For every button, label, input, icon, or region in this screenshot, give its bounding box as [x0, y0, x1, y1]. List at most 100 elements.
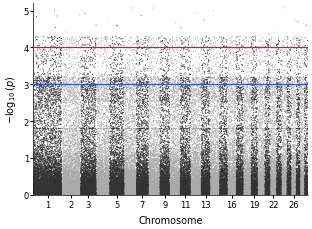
Point: [183, 153, 188, 157]
Point: [121, 181, 126, 184]
Point: [201, 183, 206, 186]
Point: [95, 186, 100, 190]
Point: [145, 187, 150, 191]
Point: [279, 178, 284, 182]
Point: [46, 187, 51, 191]
Point: [161, 185, 166, 189]
Point: [51, 192, 56, 196]
Point: [47, 112, 52, 115]
Point: [244, 167, 249, 171]
Point: [187, 185, 192, 189]
Point: [86, 180, 91, 184]
Point: [245, 175, 250, 179]
Point: [264, 183, 269, 187]
Point: [62, 193, 67, 196]
Point: [136, 179, 141, 183]
Point: [33, 191, 38, 195]
Point: [280, 183, 285, 186]
Point: [119, 146, 124, 150]
Point: [223, 124, 228, 128]
Point: [231, 190, 236, 194]
Point: [178, 193, 183, 196]
Point: [174, 145, 179, 149]
Point: [176, 191, 181, 194]
Point: [127, 153, 132, 157]
Point: [272, 189, 277, 193]
Point: [248, 101, 253, 105]
Point: [66, 99, 71, 103]
Point: [271, 176, 276, 179]
Point: [38, 180, 43, 184]
Point: [148, 142, 153, 145]
Point: [287, 189, 292, 193]
Point: [288, 181, 293, 185]
Point: [218, 147, 223, 151]
Point: [181, 192, 186, 196]
Point: [267, 181, 272, 184]
Point: [148, 190, 153, 194]
Point: [42, 192, 47, 196]
Point: [241, 171, 246, 175]
Point: [143, 67, 148, 71]
Point: [213, 181, 218, 185]
Point: [112, 188, 117, 191]
Point: [124, 118, 129, 122]
Point: [202, 188, 207, 192]
Point: [164, 187, 169, 191]
Point: [204, 165, 209, 169]
Point: [164, 46, 169, 49]
Point: [84, 149, 89, 153]
Point: [150, 178, 155, 182]
Point: [261, 190, 266, 193]
Point: [162, 79, 167, 83]
Point: [299, 192, 304, 196]
Point: [180, 180, 185, 183]
Point: [297, 97, 302, 101]
Point: [154, 183, 159, 186]
Point: [140, 192, 145, 196]
Point: [209, 95, 214, 99]
Point: [33, 159, 38, 163]
Point: [60, 107, 65, 111]
Point: [51, 164, 56, 168]
Point: [58, 181, 63, 185]
Point: [149, 175, 154, 179]
Point: [136, 138, 141, 142]
Point: [153, 162, 158, 166]
Point: [65, 190, 70, 194]
Point: [103, 190, 108, 194]
Point: [256, 47, 261, 51]
Point: [219, 187, 224, 191]
Point: [196, 90, 201, 94]
Point: [53, 102, 58, 106]
Point: [67, 186, 72, 190]
Point: [247, 181, 252, 184]
Point: [183, 174, 188, 178]
Point: [34, 132, 39, 135]
Point: [92, 180, 97, 183]
Point: [42, 147, 47, 151]
Point: [79, 187, 84, 190]
Point: [34, 55, 39, 59]
Point: [36, 187, 41, 191]
Point: [86, 191, 91, 194]
Point: [152, 148, 157, 152]
Point: [293, 90, 298, 93]
Point: [32, 186, 37, 190]
Point: [270, 163, 275, 167]
Point: [265, 188, 270, 192]
Point: [96, 79, 101, 83]
Point: [246, 180, 251, 183]
Point: [137, 189, 142, 193]
Point: [199, 188, 204, 191]
Point: [185, 127, 190, 131]
Point: [212, 186, 217, 190]
Point: [212, 171, 217, 174]
Point: [221, 158, 226, 162]
Point: [255, 171, 260, 175]
Point: [226, 174, 231, 178]
Point: [208, 168, 213, 171]
Point: [291, 192, 296, 196]
Point: [145, 190, 150, 193]
Point: [42, 187, 47, 191]
